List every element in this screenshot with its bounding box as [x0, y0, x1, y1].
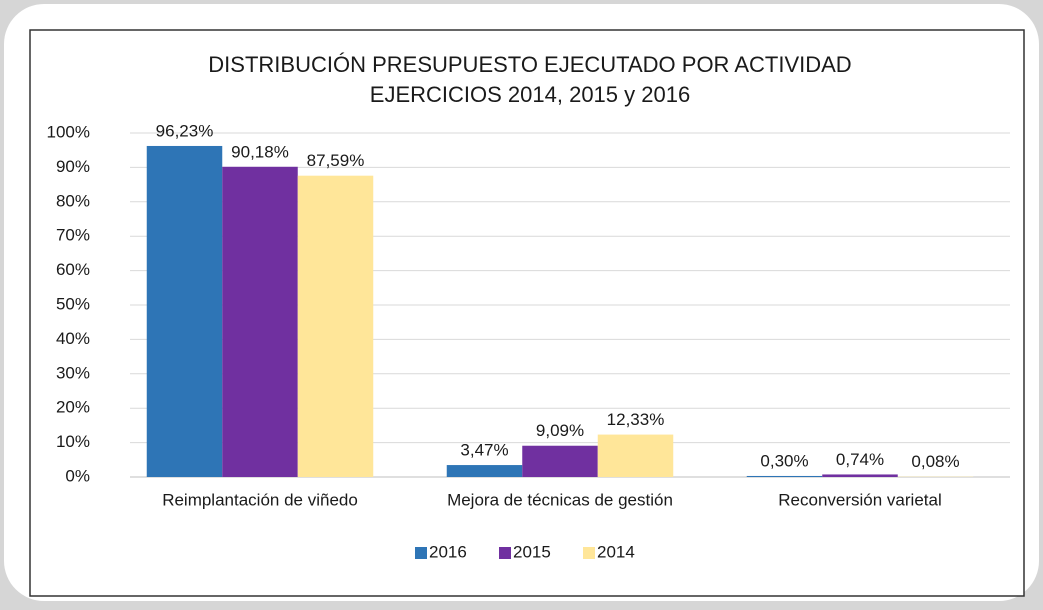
bar	[447, 465, 523, 477]
bar	[747, 476, 823, 477]
data-label: 0,74%	[836, 450, 884, 469]
bar	[147, 146, 223, 477]
data-label: 0,30%	[760, 451, 808, 470]
data-label: 90,18%	[231, 142, 289, 161]
y-tick-label: 80%	[56, 191, 90, 210]
data-label: 87,59%	[307, 151, 365, 170]
legend-swatch	[583, 547, 595, 559]
data-label: 9,09%	[536, 421, 584, 440]
y-tick-label: 40%	[56, 329, 90, 348]
x-tick-label: Reimplantación de viñedo	[162, 490, 358, 509]
y-tick-label: 0%	[65, 466, 90, 485]
chart-title: EJERCICIOS 2014, 2015 y 2016	[370, 82, 690, 107]
bar	[598, 435, 674, 477]
data-label: 96,23%	[156, 121, 214, 140]
y-tick-label: 90%	[56, 157, 90, 176]
bar	[222, 167, 298, 477]
legend-swatch	[415, 547, 427, 559]
y-tick-label: 10%	[56, 432, 90, 451]
x-tick-label: Mejora de técnicas de gestión	[447, 490, 673, 509]
bar	[522, 446, 598, 477]
legend-label: 2014	[597, 542, 635, 561]
chart-title: DISTRIBUCIÓN PRESUPUESTO EJECUTADO POR A…	[208, 52, 851, 77]
y-tick-label: 30%	[56, 363, 90, 382]
data-label: 12,33%	[607, 410, 665, 429]
data-label: 0,08%	[911, 452, 959, 471]
data-label: 3,47%	[460, 441, 508, 460]
x-tick-label: Reconversión varietal	[778, 490, 941, 509]
y-tick-label: 60%	[56, 260, 90, 279]
y-tick-label: 20%	[56, 398, 90, 417]
y-tick-label: 50%	[56, 294, 90, 313]
y-tick-label: 70%	[56, 226, 90, 245]
legend-label: 2016	[429, 542, 467, 561]
legend-label: 2015	[513, 542, 551, 561]
bar	[822, 474, 898, 477]
bar	[298, 176, 374, 477]
legend-swatch	[499, 547, 511, 559]
y-tick-label: 100%	[47, 122, 90, 141]
